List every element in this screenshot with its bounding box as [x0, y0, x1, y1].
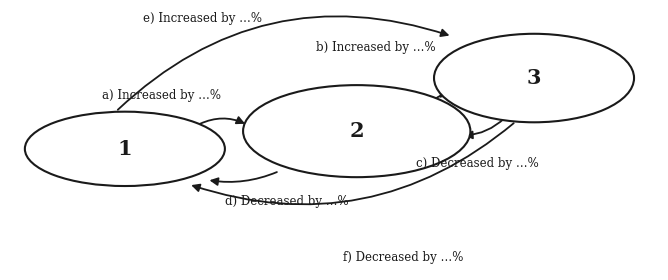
- Text: 2: 2: [349, 121, 364, 141]
- Text: a) Increased by …%: a) Increased by …%: [102, 89, 221, 102]
- Text: 3: 3: [527, 68, 541, 88]
- Text: c) Decreased by …%: c) Decreased by …%: [416, 157, 538, 171]
- Text: 1: 1: [118, 139, 132, 159]
- Text: d) Decreased by …%: d) Decreased by …%: [225, 195, 349, 209]
- Ellipse shape: [434, 34, 634, 122]
- Ellipse shape: [243, 85, 470, 177]
- Text: b) Increased by …%: b) Increased by …%: [316, 41, 436, 53]
- Text: f) Decreased by …%: f) Decreased by …%: [343, 251, 464, 264]
- Ellipse shape: [25, 112, 225, 186]
- Text: e) Increased by …%: e) Increased by …%: [143, 12, 262, 25]
